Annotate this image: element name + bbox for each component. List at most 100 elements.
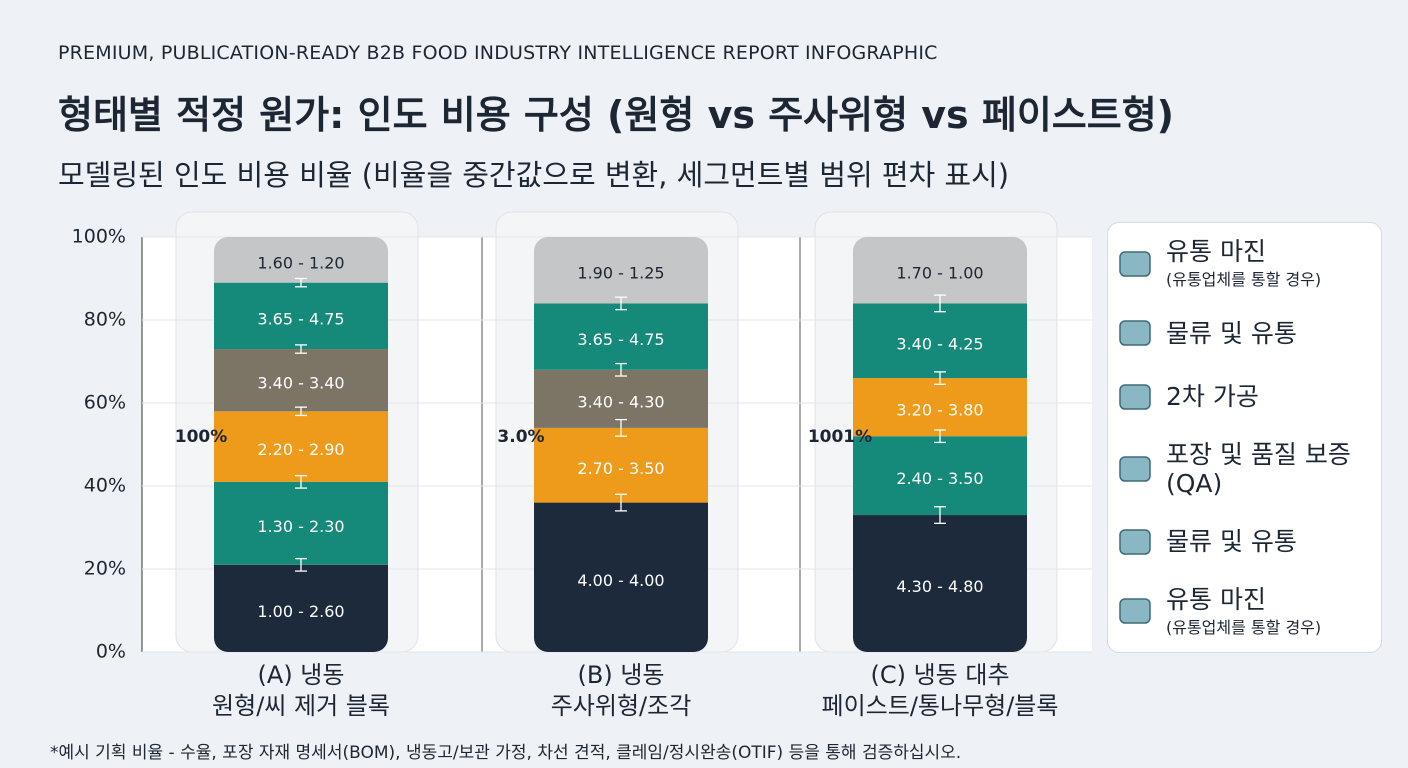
legend-text: 유통 마진 (유통업체를 통할 경우) — [1166, 237, 1321, 290]
bar-segment — [214, 237, 388, 283]
legend-item: 유통 마진 (유통업체를 통할 경우) — [1116, 585, 1373, 638]
bar-segment — [853, 436, 1027, 516]
legend-sublabel: (유통업체를 통할 경우) — [1166, 270, 1322, 289]
error-bar — [295, 474, 307, 489]
legend-label: 2차 가공 — [1166, 382, 1259, 412]
icon-shape — [1119, 598, 1151, 625]
error-bar — [934, 294, 946, 313]
bar-annotations: 4.30 - 4.80 2.40 - 3.50 3.20 - 3.80 3.40 - … — [896, 264, 983, 596]
bar-segment — [214, 564, 388, 652]
bar-note: 1001% — [808, 427, 872, 447]
segment-label: 3.20 - 3.80 — [896, 401, 983, 420]
x-tick-label: (B) 냉동 주사위형/조각 — [550, 661, 692, 720]
y-tick-label: 0% — [96, 641, 126, 663]
legend-label: 유통 마진 — [1166, 237, 1266, 266]
legend-label: 포장 및 품질 보증(QA) — [1166, 440, 1351, 499]
icon-shape — [1119, 320, 1151, 347]
footnote: *예시 기획 비율 - 수율, 포장 자재 명세서(BOM), 냉동고/보관 가… — [50, 743, 962, 763]
error-bar — [615, 296, 627, 311]
y-tick-label: 40% — [84, 475, 126, 497]
error-bar — [295, 406, 307, 417]
legend-item: 2차 가공 — [1116, 377, 1373, 417]
legend-item: 포장 및 품질 보증(QA) — [1116, 440, 1373, 498]
bar-segment — [534, 369, 708, 428]
error-bar — [615, 493, 627, 512]
error-bar — [934, 429, 946, 444]
legend-icon — [1119, 384, 1151, 410]
icon-shape — [1119, 456, 1151, 482]
error-bar — [295, 344, 307, 354]
y-tick-label: 80% — [84, 309, 126, 331]
segment-label: 3.40 - 4.25 — [896, 334, 983, 353]
segment-label: 1.30 - 2.30 — [257, 517, 344, 536]
error-bar — [615, 418, 627, 437]
bar-segment — [534, 303, 708, 370]
bar-stack — [534, 237, 708, 652]
y-tick-label: 20% — [84, 558, 126, 580]
segment-label: 2.20 - 2.90 — [257, 440, 344, 459]
segment-label: 4.30 - 4.80 — [896, 577, 983, 596]
legend-text: 물류 및 유통 — [1166, 319, 1297, 348]
bar-segment — [214, 411, 388, 482]
legend-label: 물류 및 유통 — [1166, 318, 1297, 348]
legend-sublabel: (유통업체를 통할 경우) — [1166, 617, 1322, 637]
bar-annotations: 4.00 - 4.00 2.70 - 3.50 3.40 - 4.30 3.65 - … — [577, 264, 664, 590]
icon-shape — [1119, 528, 1151, 555]
bar-stack — [853, 237, 1027, 652]
bar-segment — [534, 502, 708, 652]
bar-annotations: 1.00 - 2.60 1.30 - 2.30 2.20 - 2.90 3.40 - … — [257, 253, 344, 621]
error-bar — [934, 371, 946, 385]
chart: 0% 20% 40% 60% 80% 100% 1.00 - 2.60 1.30 - 2.30… — [72, 211, 1092, 663]
error-bar — [934, 506, 946, 524]
bar-segment — [534, 427, 708, 503]
segment-label: 2.40 - 3.50 — [896, 469, 983, 488]
bar-note: 3.0% — [497, 427, 544, 447]
error-bar — [295, 277, 307, 288]
icon-shape — [1119, 384, 1151, 410]
legend-icon — [1119, 598, 1151, 625]
bar-segment — [853, 237, 1027, 304]
legend-icon — [1119, 320, 1151, 347]
icon-shape — [1119, 250, 1151, 277]
legend-icon — [1119, 250, 1151, 277]
segment-label: 4.00 - 4.00 — [577, 571, 664, 590]
segment-label: 1.00 - 2.60 — [257, 602, 344, 621]
bar-segment — [214, 282, 388, 350]
bar-note: 100% — [175, 427, 228, 447]
bar-segment — [534, 237, 708, 304]
segment-label: 3.65 - 4.75 — [257, 309, 344, 328]
segment-label: 3.40 - 4.30 — [577, 392, 664, 411]
bar-segment — [853, 515, 1027, 652]
bar-segment — [214, 349, 388, 412]
segment-label: 3.40 - 3.40 — [257, 374, 344, 393]
legend-text: 물류 및 유통 — [1166, 527, 1297, 556]
segment-label: 1.90 - 1.25 — [577, 264, 664, 283]
segment-label: 1.70 - 1.00 — [896, 264, 983, 283]
y-tick-label: 100% — [72, 226, 126, 248]
legend-label: 물류 및 유통 — [1166, 527, 1297, 557]
legend-item: 물류 및 유통 — [1116, 522, 1373, 562]
bar-stack — [214, 237, 388, 652]
legend-icon — [1119, 456, 1151, 482]
legend-text: 유통 마진 (유통업체를 통할 경우) — [1166, 585, 1321, 638]
x-tick-label: (A) 냉동 원형/씨 제거 블록 — [212, 661, 390, 720]
y-tick-label: 60% — [84, 392, 126, 414]
segment-label: 1.60 - 1.20 — [257, 253, 344, 272]
error-bar — [615, 362, 627, 377]
legend-item: 물류 및 유통 — [1116, 313, 1373, 353]
x-tick-label: (C) 냉동 대추 페이스트/통나무형/블록 — [821, 661, 1059, 720]
legend-text: 포장 및 품질 보증(QA) — [1166, 440, 1373, 498]
legend-icon — [1119, 528, 1151, 555]
subtitle: 모델링된 인도 비용 비율 (비율을 중간값으로 변환, 세그먼트별 범위 편차… — [58, 158, 1010, 192]
legend-text: 2차 가공 — [1166, 382, 1259, 411]
kicker: PREMIUM, PUBLICATION-READY B2B FOOD INDU… — [58, 42, 938, 64]
segment-label: 3.65 - 4.75 — [577, 330, 664, 349]
legend-item: 유통 마진 (유통업체를 통할 경우) — [1116, 237, 1373, 290]
segment-label: 2.70 - 3.50 — [577, 459, 664, 478]
bar-segment — [214, 481, 388, 565]
title: 형태별 적정 원가: 인도 비용 구성 (원형 vs 주사위형 vs 페이스트형… — [58, 93, 1175, 137]
bar-segment — [853, 303, 1027, 379]
error-bar — [295, 557, 307, 572]
